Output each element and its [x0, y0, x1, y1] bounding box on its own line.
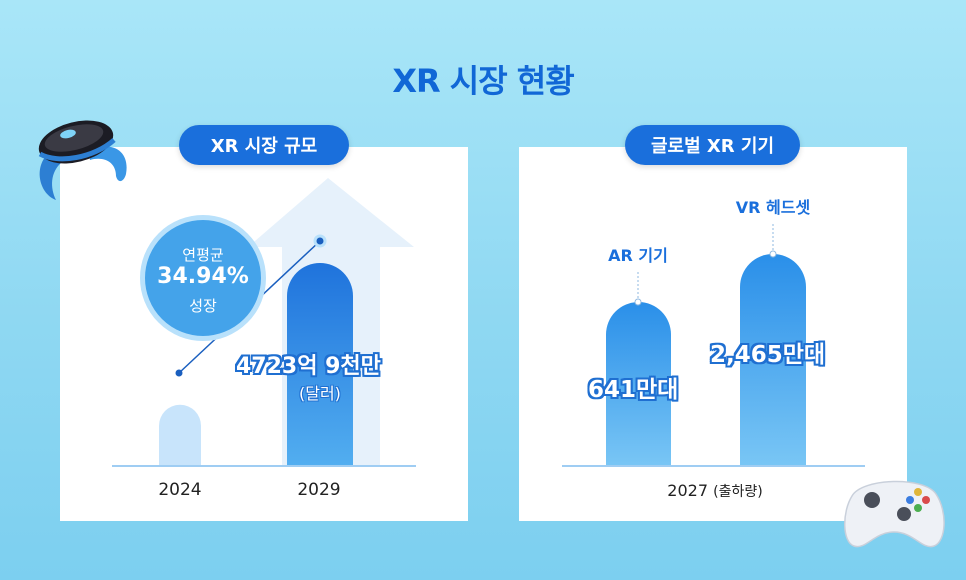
x-axis-year: 2027 [667, 481, 709, 500]
unit-label: (달러) [299, 384, 341, 403]
tick-label-2024: 2024 [158, 480, 202, 500]
cagr-badge: 연평균 34.94% 성장 [140, 215, 266, 341]
cagr-label-bottom: 성장 [189, 297, 217, 315]
trend-point-2024 [175, 369, 183, 377]
page-title: XR 시장 현황 [392, 62, 574, 100]
value-label-2029: 4723억 9천만 [236, 354, 381, 379]
value-label-vr: 2,465만대 [710, 342, 826, 368]
vr-headset-icon [38, 120, 127, 200]
x-axis-label: 2027 (출하량) [620, 481, 810, 501]
market-size-title: XR 시장 규모 [179, 125, 349, 165]
bar-ar-device [606, 302, 671, 466]
trend-point-2029 [313, 234, 327, 248]
x-axis-unit: (출하량) [713, 484, 763, 500]
bar-2024 [159, 404, 201, 466]
market-size-panel [60, 147, 468, 521]
cagr-label-top: 연평균 [182, 246, 224, 264]
ar-leader-dot [634, 298, 642, 306]
category-label-ar: AR 기기 [608, 246, 668, 265]
game-controller-icon [844, 480, 945, 548]
vr-leader-dot [769, 250, 777, 258]
xr-devices-panel [519, 147, 907, 521]
value-label-ar: 641만대 [588, 377, 679, 403]
cagr-value: 34.94% [157, 264, 249, 289]
xr-devices-title: 글로벌 XR 기기 [625, 125, 800, 165]
bar-vr-headset [740, 254, 806, 466]
category-label-vr: VR 헤드셋 [735, 198, 811, 217]
bar-2029 [287, 263, 353, 466]
tick-label-2029: 2029 [297, 480, 341, 500]
